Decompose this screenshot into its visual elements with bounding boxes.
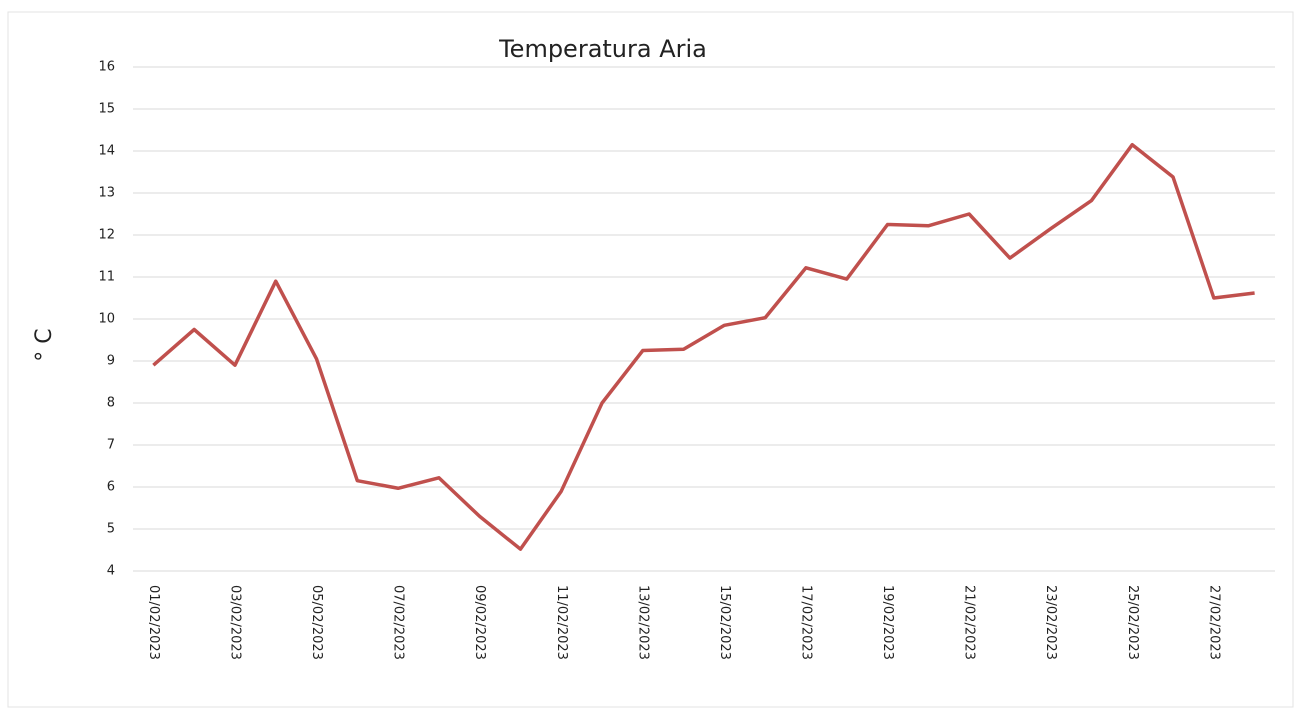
x-tick-label: 07/02/2023	[391, 585, 406, 660]
data-line	[152, 142, 1255, 551]
x-tick-label: 11/02/2023	[554, 585, 569, 660]
y-tick-label: 14	[98, 144, 115, 159]
y-tick-label: 16	[98, 60, 115, 75]
x-tick-label: 25/02/2023	[1125, 585, 1140, 660]
chart-frame	[7, 11, 1294, 708]
x-tick-label: 01/02/2023	[146, 585, 161, 660]
x-tick-label: 27/02/2023	[1206, 585, 1221, 660]
y-tick-label: 12	[98, 228, 115, 243]
x-tick-label: 15/02/2023	[717, 585, 732, 660]
y-tick-label: 15	[98, 102, 115, 117]
y-tick-label: 10	[98, 312, 115, 327]
y-axis-label: ° C	[32, 328, 57, 361]
x-tick-label: 17/02/2023	[798, 585, 813, 660]
y-tick-label: 11	[98, 270, 115, 285]
x-tick-label: 09/02/2023	[472, 585, 487, 660]
x-tick-label: 23/02/2023	[1043, 585, 1058, 660]
x-tick-label: 05/02/2023	[309, 585, 324, 660]
chart-title: Temperatura Aria	[498, 35, 707, 63]
y-tick-label: 13	[98, 186, 115, 201]
y-tick-label: 4	[107, 564, 115, 579]
y-tick-label: 9	[107, 354, 115, 369]
x-tick-label: 13/02/2023	[635, 585, 650, 660]
x-tick-label: 03/02/2023	[227, 585, 242, 660]
x-tick-label: 21/02/2023	[962, 585, 977, 660]
y-tick-label: 7	[107, 438, 115, 453]
y-tick-label: 5	[107, 522, 115, 537]
y-tick-label: 8	[107, 396, 115, 411]
y-tick-label: 6	[107, 480, 115, 495]
x-tick-label: 19/02/2023	[880, 585, 895, 660]
